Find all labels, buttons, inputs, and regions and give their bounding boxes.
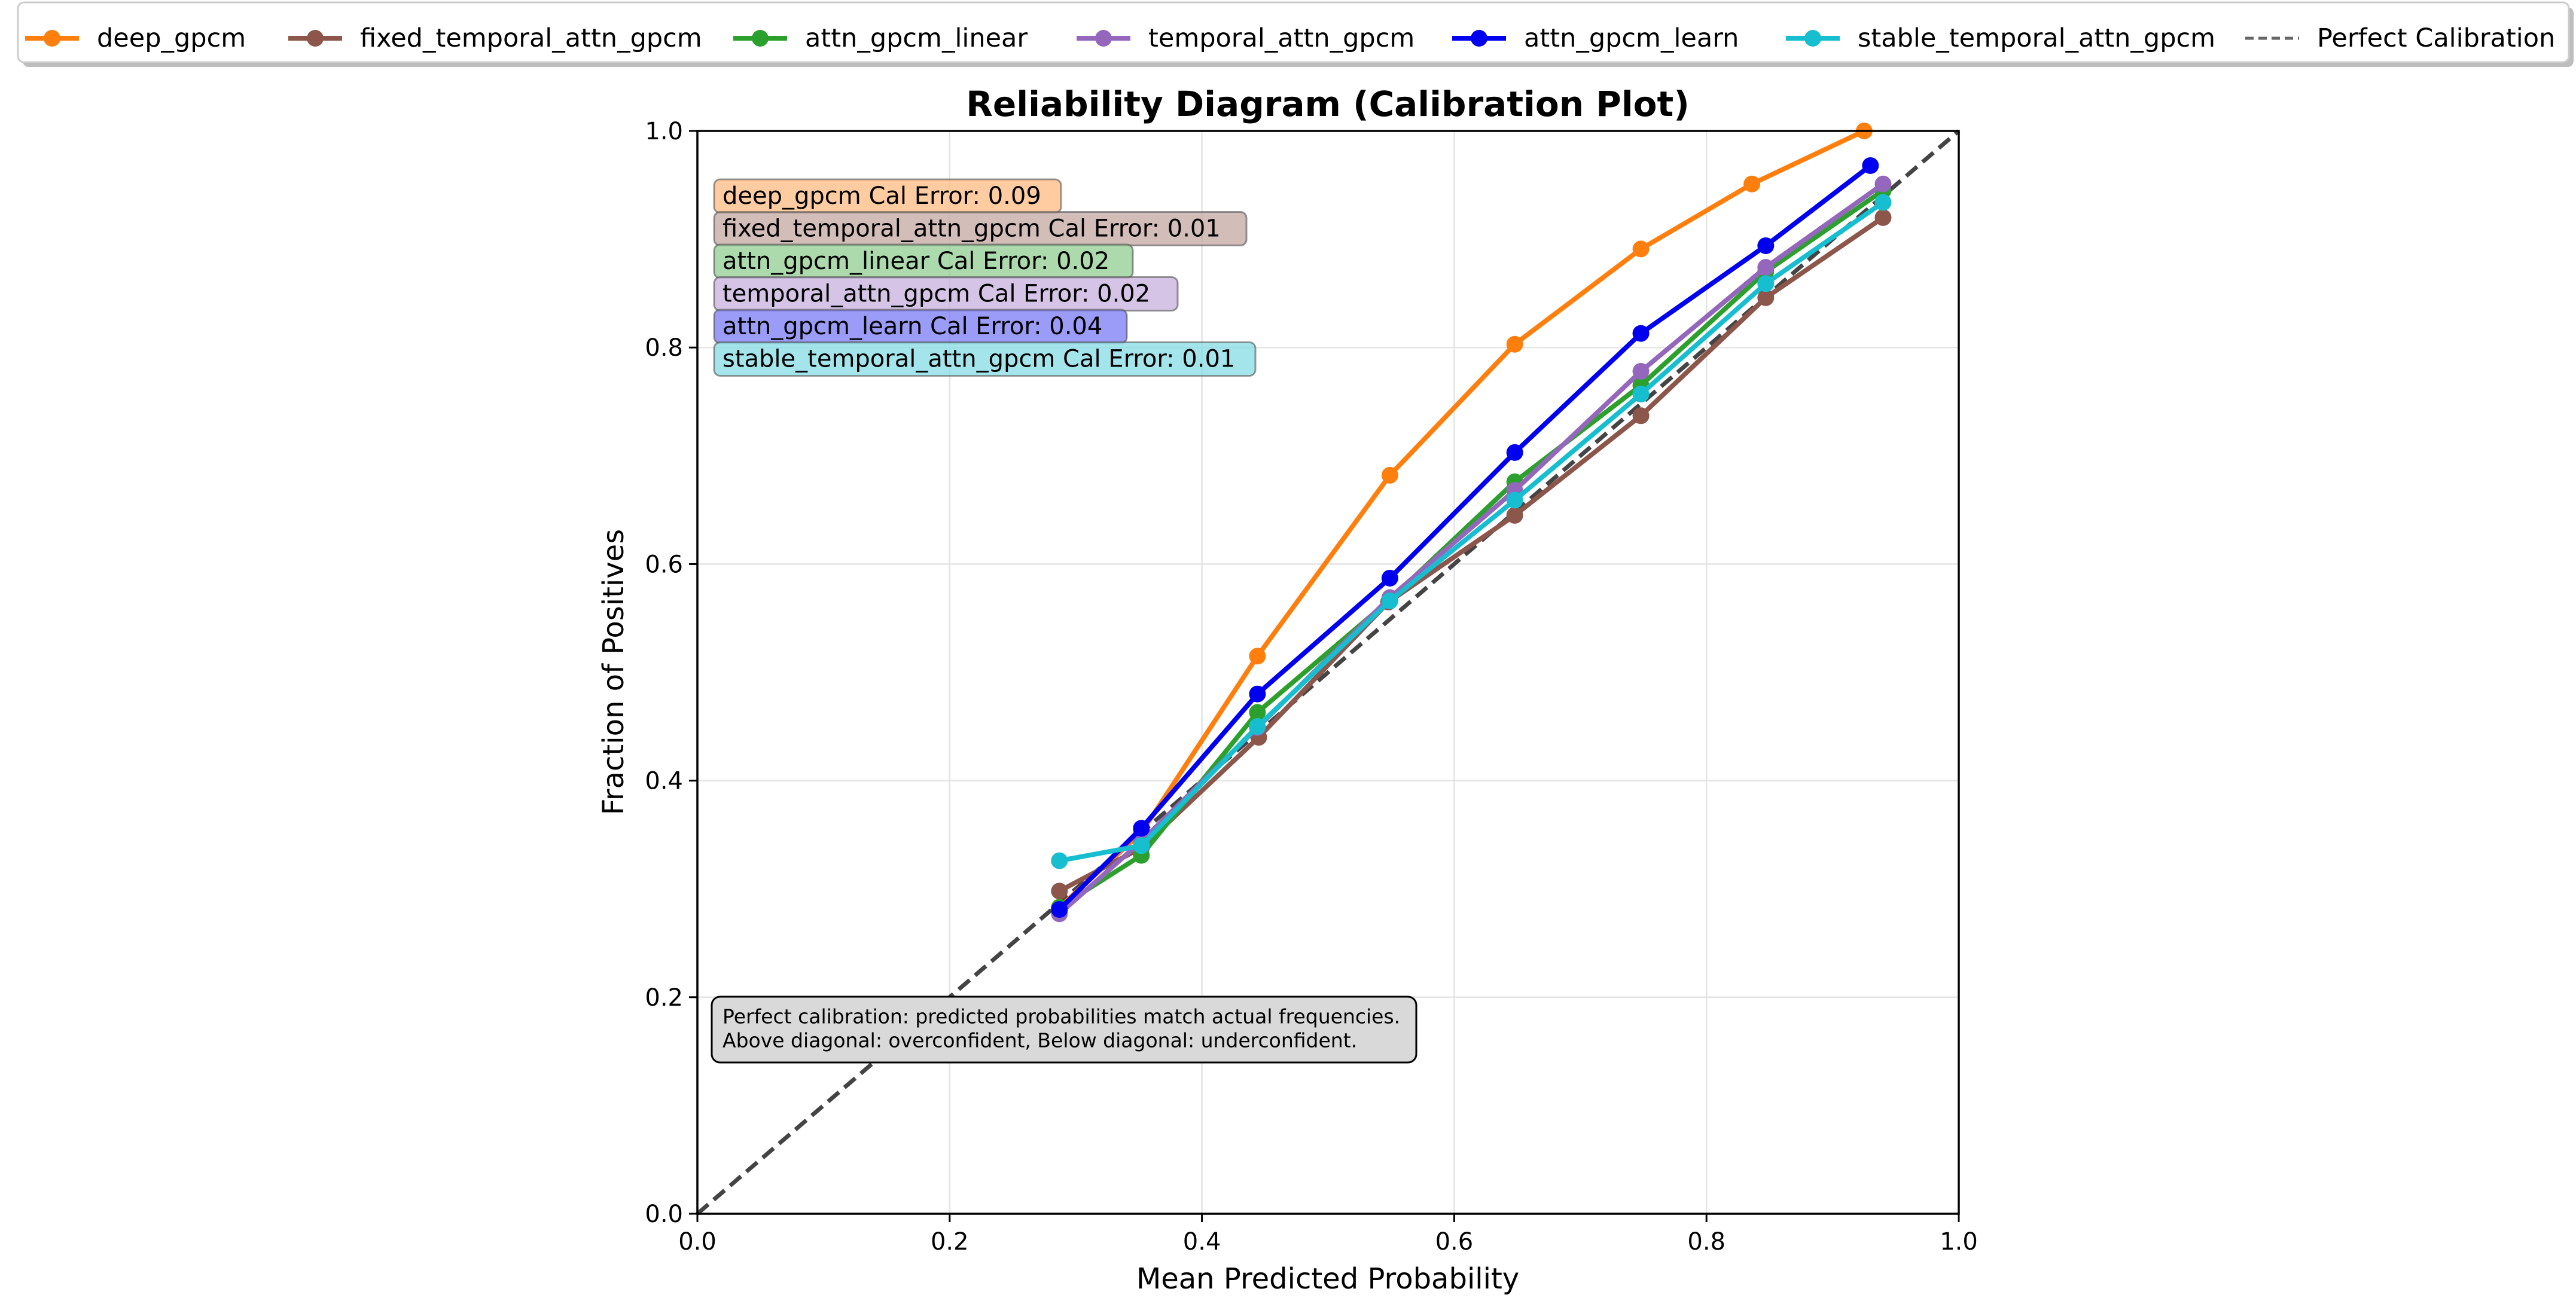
data-point [1632,407,1650,425]
series-fixed_temporal_attn_gpcm [1051,209,1892,900]
series-line [1058,215,1885,893]
legend-entry: attn_gpcm_learn [1452,23,1739,53]
series-group [1051,123,1892,923]
x-tick-label: 0.4 [1183,1228,1221,1256]
legend-label: stable_temporal_attn_gpcm [1858,23,2215,53]
data-point [1133,837,1150,854]
data-point [1874,194,1892,211]
legend-label: attn_gpcm_learn [1524,23,1739,53]
legend-entry: deep_gpcm [25,23,246,53]
cal-error-box: attn_gpcm_learn Cal Error: 0.04 [713,309,1128,344]
data-point [1051,901,1068,918]
legend-label: temporal_attn_gpcm [1148,23,1414,53]
data-point [1757,237,1775,254]
cal-error-label: stable_temporal_attn_gpcm Cal Error: 0.0… [723,346,1235,373]
data-point [1506,335,1523,353]
cal-error-label: fixed_temporal_attn_gpcm Cal Error: 0.01 [723,215,1221,243]
cal-error-label: attn_gpcm_learn Cal Error: 0.04 [723,313,1102,340]
legend-marker [1804,30,1821,47]
legend-entry: attn_gpcm_linear [733,23,1028,53]
legend-entry: Perfect Calibration [2245,23,2555,53]
data-point [1381,569,1398,587]
data-point [1757,289,1775,306]
y-tick-label: 0.8 [645,334,683,362]
data-point [1743,175,1761,193]
legend-label: fixed_temporal_attn_gpcm [360,23,702,53]
data-point [1506,491,1523,509]
data-point [1632,386,1650,403]
legend-marker [307,30,324,47]
data-point [1381,466,1398,484]
legend-marker [752,30,769,47]
legend-marker [1471,30,1487,47]
data-point [1632,363,1650,380]
x-tick-label: 0.6 [1435,1228,1474,1256]
series-stable_temporal_attn_gpcm [1051,194,1892,869]
x-tick-label: 0.0 [678,1228,717,1256]
axes-frame [696,130,1960,1215]
note-line-2: Above diagonal: overconfident, Below dia… [723,1029,1357,1052]
legend: deep_gpcm fixed_temporal_attn_gpcm attn_gp… [17,1,2574,67]
legend-label: Perfect Calibration [2317,23,2555,53]
data-point [1506,444,1523,461]
note-box: Perfect calibration: predicted probabili… [711,996,1417,1064]
x-tick-label: 0.2 [931,1228,969,1256]
cal-error-box: fixed_temporal_attn_gpcm Cal Error: 0.01 [713,211,1248,246]
cal-error-label: temporal_attn_gpcm Cal Error: 0.02 [723,280,1150,308]
data-point [1249,704,1266,721]
series-line [1058,188,1885,909]
legend-entry: fixed_temporal_attn_gpcm [288,23,702,53]
data-point [1632,325,1650,342]
y-tick-label: 0.2 [645,984,683,1012]
plot-area: 0.0 0.2 0.4 0.6 0.8 1.0 0.0 0.2 0.4 0.6 0.8 1.0 dee… [645,118,1977,1256]
series-line [1057,163,1872,911]
cal-error-box: attn_gpcm_linear Cal Error: 0.02 [713,243,1134,279]
legend-entry: stable_temporal_attn_gpcm [1786,23,2215,53]
legend-label: deep_gpcm [97,23,246,53]
data-point [1051,852,1068,869]
series-line [1059,200,1885,863]
data-point [1757,259,1775,276]
data-point [1757,275,1775,292]
legend-marker [44,30,60,47]
series-line [1057,129,1865,909]
data-point [1051,883,1068,900]
data-point [1862,157,1879,174]
cal-error-box: deep_gpcm Cal Error: 0.09 [713,178,1062,214]
y-tick-label: 0.4 [645,768,683,795]
data-point [1381,592,1398,609]
series-attn_gpcm_learn [1051,157,1879,918]
cal-error-label: attn_gpcm_linear Cal Error: 0.02 [723,248,1109,275]
note-line-1: Perfect calibration: predicted probabili… [723,1005,1400,1028]
y-tick-label: 1.0 [645,118,683,145]
data-point [1874,175,1892,193]
axis-ticks: 0.0 0.2 0.4 0.6 0.8 1.0 0.0 0.2 0.4 0.6 0.8 1.0 [645,118,1977,1256]
x-tick-label: 1.0 [1940,1228,1978,1256]
x-tick-label: 0.8 [1687,1228,1726,1256]
data-point [1249,685,1266,703]
cal-error-label: deep_gpcm Cal Error: 0.09 [723,182,1041,210]
data-point [1249,648,1266,665]
y-tick-label: 0.0 [645,1201,683,1228]
data-point [1874,209,1892,226]
y-axis-label: Fraction of Positives [597,529,630,815]
x-axis-label: Mean Predicted Probability [1136,1262,1519,1296]
data-point [1632,240,1650,258]
legend-label: attn_gpcm_linear [805,23,1028,53]
cal-error-box: temporal_attn_gpcm Cal Error: 0.02 [713,276,1179,312]
data-point [1249,718,1266,735]
series-line [1057,182,1885,916]
data-point [1133,820,1150,837]
legend-marker [1095,30,1112,47]
data-point [1506,506,1523,524]
legend-entry: temporal_attn_gpcm [1077,23,1414,53]
cal-error-box: stable_temporal_attn_gpcm Cal Error: 0.0… [713,341,1257,377]
calibration-error-boxes: deep_gpcm Cal Error: 0.09 fixed_temporal_… [713,178,1257,377]
y-tick-label: 0.6 [645,551,683,578]
chart-title: Reliability Diagram (Calibration Plot) [966,84,1689,124]
